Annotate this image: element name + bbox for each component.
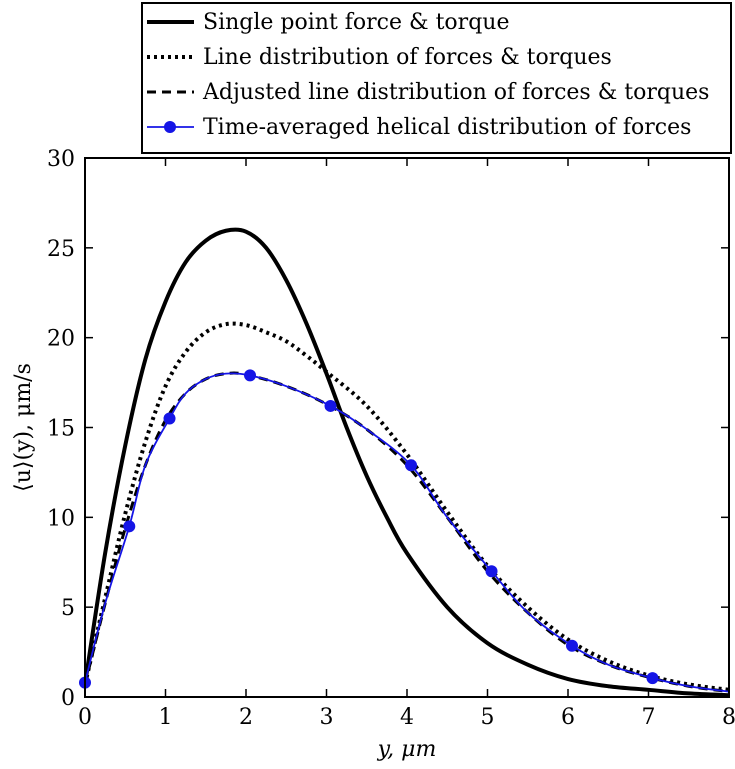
series-line-4 (84, 372, 730, 693)
plot-area (79, 227, 730, 698)
legend-label-3: Adjusted line distribution of forces & t… (202, 80, 709, 105)
x-tick-label: 3 (320, 705, 334, 730)
x-tick-label: 1 (159, 705, 173, 730)
series-point (646, 672, 659, 685)
plot-frame (84, 157, 730, 698)
series-line-1 (83, 227, 730, 698)
x-tick-label: 7 (642, 705, 656, 730)
x-tick-label: 0 (78, 705, 92, 730)
y-tick-label: 25 (47, 237, 75, 262)
y-tick-label: 15 (47, 417, 75, 442)
legend-label-4: Time-averaged helical distribution of fo… (203, 115, 691, 140)
legend-marker (164, 121, 176, 133)
legend-box (141, 2, 732, 154)
series-point (566, 639, 579, 652)
y-tick-label: 30 (47, 147, 75, 172)
y-tick-label: 5 (61, 596, 75, 621)
y-axis-title: ⟨u⟩(y), μm/s (11, 363, 36, 492)
x-tick-label: 6 (561, 705, 575, 730)
y-tick-label: 10 (47, 506, 75, 531)
series-point (163, 412, 176, 425)
legend-label-2: Line distribution of forces & torques (203, 45, 612, 70)
series-line-3 (83, 371, 730, 694)
legend: Single point force & torque Line distribu… (141, 2, 732, 154)
series-point (244, 369, 257, 382)
series-point (405, 459, 418, 472)
y-tick-label: 0 (61, 686, 75, 711)
axes: 0 1 2 3 4 5 6 7 8 0 5 10 15 20 25 30 (47, 147, 735, 730)
series-point (324, 399, 337, 412)
y-tick-label: 20 (47, 327, 75, 352)
series-point (123, 520, 136, 533)
x-tick-label: 5 (481, 705, 495, 730)
series-line-2 (83, 321, 730, 692)
x-axis-title: y, μm (377, 737, 437, 762)
x-tick-label: 4 (400, 705, 414, 730)
legend-label-1: Single point force & torque (203, 10, 509, 35)
x-tick-label: 8 (722, 705, 735, 730)
x-tick-label: 2 (239, 705, 253, 730)
series-point (485, 565, 498, 578)
